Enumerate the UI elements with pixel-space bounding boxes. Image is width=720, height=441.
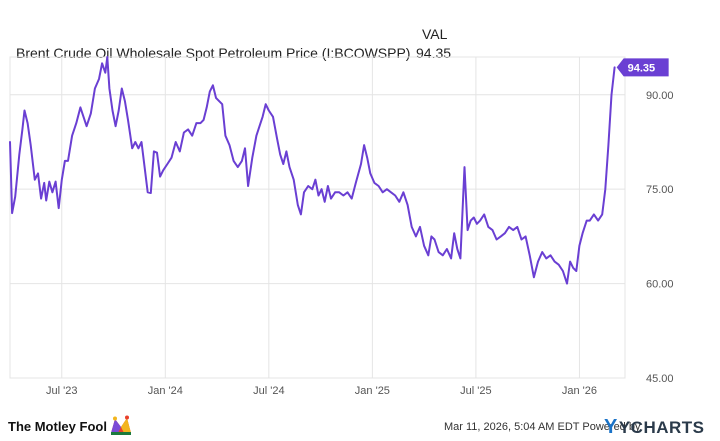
x-tick-label: Jan '25 bbox=[355, 385, 390, 397]
x-tick-label: Jul '23 bbox=[46, 385, 77, 397]
x-tick-label: Jan '26 bbox=[562, 385, 597, 397]
last-value-badge-label: 94.35 bbox=[628, 62, 656, 74]
series-line[interactable] bbox=[9, 56, 616, 285]
x-tick-label: Jul '24 bbox=[253, 385, 284, 397]
ycharts-brand: YCHARTS bbox=[618, 417, 705, 437]
y-tick-label: 75.00 bbox=[646, 184, 674, 196]
x-axis: Jul '23 Jan '24 Jul '24 Jan '25 Jul '25 Jan '… bbox=[46, 385, 597, 397]
y-tick-label: 90.00 bbox=[646, 90, 674, 102]
jester-hat-icon bbox=[110, 415, 131, 435]
y-tick-label: 60.00 bbox=[646, 279, 674, 291]
y-axis: 45.00 60.00 75.00 90.00 bbox=[646, 90, 674, 385]
motley-fool-logo[interactable]: The Motley Fool bbox=[8, 414, 133, 438]
brand-name: The Motley Fool bbox=[8, 418, 107, 434]
last-value-badge-shape bbox=[616, 58, 669, 77]
legend-val-header: VAL bbox=[422, 26, 448, 42]
ycharts-logo[interactable]: Y YCHARTS bbox=[604, 416, 705, 439]
grid bbox=[9, 56, 626, 379]
timestamp: Mar 11, 2026, 5:04 AM EDT Powered by bbox=[444, 421, 641, 433]
plot-frame bbox=[9, 56, 626, 379]
y-tick-label: 45.00 bbox=[646, 373, 674, 385]
x-tick-label: Jul '25 bbox=[460, 385, 491, 397]
series-layer bbox=[9, 56, 616, 285]
last-value-badge: 94.35 bbox=[616, 58, 669, 77]
ycharts-y-icon: Y bbox=[604, 416, 618, 438]
x-tick-label: Jan '24 bbox=[148, 385, 183, 397]
